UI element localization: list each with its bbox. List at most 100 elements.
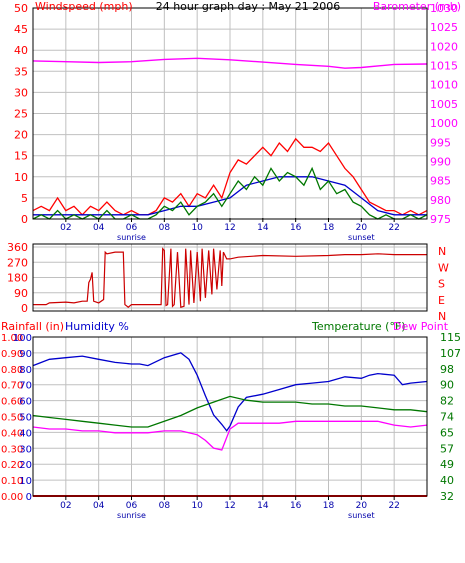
x-tick-label: 22 xyxy=(388,501,399,511)
humidity-line xyxy=(32,352,428,432)
x-tick-label: 02 xyxy=(60,223,71,233)
y-left-tick-label: 360 xyxy=(7,241,28,254)
temperature-line xyxy=(32,395,428,428)
rainfall-tick-label: 0.40 xyxy=(1,428,23,439)
x-tick-label: 14 xyxy=(257,501,269,511)
y-left-tick-label: 20 xyxy=(14,129,28,142)
temperature-tick-label: 115 xyxy=(440,331,461,344)
x-tick-label: 02 xyxy=(60,501,71,511)
temperature-tick-label: 82 xyxy=(440,395,454,408)
sunrise-label: sunrise xyxy=(117,233,146,242)
humidity-tick-label: 50 xyxy=(19,413,32,424)
compass-label: S xyxy=(438,278,445,291)
rainfall-axis-title: Rainfall (in) xyxy=(1,320,64,333)
y-left-tick-labels: 0 90 180 270 360 xyxy=(7,241,28,315)
direction-line xyxy=(33,247,427,308)
y-right-tick-label: 1020 xyxy=(430,40,458,53)
sunset-label: sunset xyxy=(348,233,375,242)
temperature-tick-label: 107 xyxy=(440,347,461,360)
rainfall-tick-label: 0.60 xyxy=(1,397,23,408)
humidity-tick-labels: 0 10 20 30 40 50 60 70 80 90 100 xyxy=(13,333,32,503)
x-tick-label: 04 xyxy=(93,501,105,511)
rainfall-tick-label: 0.30 xyxy=(1,444,23,455)
rainfall-tick-label: 0.20 xyxy=(1,460,23,471)
humidity-axis-title: Humidity % xyxy=(65,320,129,333)
y-right-tick-label: 1015 xyxy=(430,60,458,73)
humidity-tick-label: 90 xyxy=(19,349,32,360)
x-tick-label: 06 xyxy=(126,223,138,233)
y-right-tick-label: 995 xyxy=(430,136,451,149)
x-tick-label: 20 xyxy=(356,501,368,511)
dew-point-line xyxy=(32,420,428,451)
barometer-axis-title: Barometer (mb) xyxy=(373,0,461,13)
x-tick-label: 06 xyxy=(126,501,138,511)
x-tick-label: 08 xyxy=(159,501,171,511)
x-tick-label: 16 xyxy=(290,501,302,511)
rainfall-tick-label: 0.50 xyxy=(1,413,23,424)
x-tick-label: 18 xyxy=(323,501,335,511)
y-right-tick-label: 1030 xyxy=(430,2,458,15)
compass-label: N xyxy=(438,310,446,323)
y-left-tick-label: 10 xyxy=(14,171,28,184)
sunrise-label: sunrise xyxy=(117,511,146,520)
y-left-tick-label: 50 xyxy=(14,2,28,15)
humidity-tick-label: 80 xyxy=(19,365,32,376)
sunset-label: sunset xyxy=(348,511,375,520)
y-right-tick-label: 1025 xyxy=(430,21,458,34)
windspeed-axis-title: Windspeed (mph) xyxy=(35,0,133,13)
y-left-tick-label: 270 xyxy=(7,256,28,269)
temperature-tick-label: 74 xyxy=(440,411,454,424)
x-tick-label: 12 xyxy=(224,223,235,233)
y-right-tick-label: 1000 xyxy=(430,117,458,130)
x-tick-label: 20 xyxy=(356,223,368,233)
x-tick-label: 18 xyxy=(323,223,335,233)
y-left-tick-label: 35 xyxy=(14,65,28,78)
compass-label: E xyxy=(438,294,445,307)
grid xyxy=(33,244,427,311)
rainfall-tick-label: 0.70 xyxy=(1,381,23,392)
compass-label: N xyxy=(438,245,446,258)
barometer-line xyxy=(32,57,428,69)
temperature-tick-label: 65 xyxy=(440,426,454,439)
temperature-tick-label: 90 xyxy=(440,379,454,392)
y-left-tick-label: 30 xyxy=(14,86,28,99)
y-left-tick-label: 180 xyxy=(7,272,28,285)
compass-label: W xyxy=(438,261,449,274)
temperature-tick-label: 57 xyxy=(440,442,454,455)
y-left-tick-label: 45 xyxy=(14,23,28,36)
rainfall-tick-labels: 0.00 0.10 0.20 0.30 0.40 0.50 0.60 0.70 0.80 0.90… xyxy=(1,333,23,503)
temperature-tick-label: 32 xyxy=(440,490,454,503)
x-tick-label: 08 xyxy=(159,223,171,233)
rainfall-tick-label: 0.90 xyxy=(1,349,23,360)
x-tick-labels: 02 04 06 08 10 12 14 16 18 20 22 xyxy=(60,496,400,511)
y-right-tick-label: 1005 xyxy=(430,98,458,111)
rainfall-tick-label: 0.00 xyxy=(1,492,23,503)
humidity-tick-label: 70 xyxy=(19,381,32,392)
x-tick-label: 04 xyxy=(93,223,105,233)
y-left-tick-labels: 0 5 10 15 20 25 30 35 40 45 50 xyxy=(14,2,28,226)
x-tick-label: 16 xyxy=(290,223,302,233)
series-group xyxy=(33,247,427,308)
y-left-tick-label: 90 xyxy=(14,287,28,300)
humidity-tick-label: 40 xyxy=(19,428,32,439)
y-right-tick-labels: 975 980 985 990 995 1000 1005 1010 1015 1020 1025 1… xyxy=(430,2,458,226)
chart-title: 24 hour graph day : May 21 2006 xyxy=(156,0,341,13)
temperature-tick-label: 40 xyxy=(440,474,454,487)
y-right-tick-label: 985 xyxy=(430,175,451,188)
humidity-tick-label: 10 xyxy=(19,476,32,487)
y-right-tick-label: 980 xyxy=(430,194,451,207)
y-left-tick-label: 25 xyxy=(14,108,28,121)
rainfall-tick-label: 1.00 xyxy=(1,333,23,344)
plot-border xyxy=(32,243,428,312)
rainfall-tick-label: 0.80 xyxy=(1,365,23,376)
y-left-tick-label: 15 xyxy=(14,150,28,163)
wind-gust-line xyxy=(32,137,428,216)
y-left-tick-label: 40 xyxy=(14,44,28,57)
y-left-tick-label: 0 xyxy=(21,302,28,315)
rainfall-tick-label: 0.10 xyxy=(1,476,23,487)
x-tick-label: 12 xyxy=(224,501,235,511)
